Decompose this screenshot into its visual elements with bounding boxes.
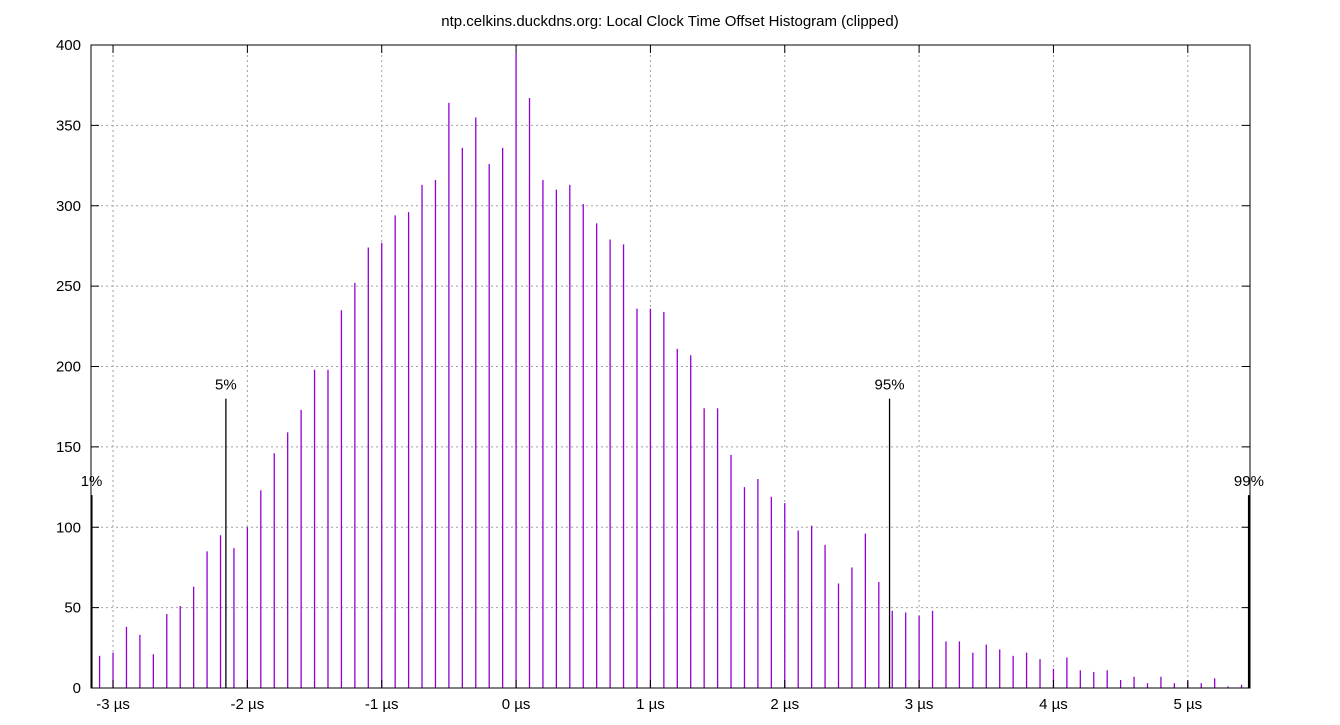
y-tick-label: 150 <box>56 439 81 456</box>
y-tick-label: 300 <box>56 198 81 215</box>
grid <box>91 45 1250 688</box>
x-tick-label: -3 µs <box>96 696 130 713</box>
percentile-markers: 1% 5% 95% 99% <box>81 377 1264 688</box>
x-tick-label: -1 µs <box>365 696 399 713</box>
percentile-label: 95% <box>875 377 905 394</box>
y-tick-label: 100 <box>56 519 81 536</box>
percentile-label: 1% <box>81 473 103 490</box>
x-tick-label: 1 µs <box>636 696 665 713</box>
x-tick-label: -2 µs <box>231 696 265 713</box>
percentile-label: 5% <box>215 377 237 394</box>
y-tick-label: 0 <box>73 680 81 697</box>
bars <box>98 53 1243 688</box>
y-tick-label: 250 <box>56 278 81 295</box>
x-tick-label: 5 µs <box>1173 696 1202 713</box>
y-tick-label: 350 <box>56 117 81 134</box>
y-tick-label: 50 <box>64 600 81 617</box>
x-tick-label: 4 µs <box>1039 696 1068 713</box>
y-tick-label: 400 <box>56 37 81 54</box>
chart-title: ntp.celkins.duckdns.org: Local Clock Tim… <box>441 13 898 30</box>
axes: 0 50 100 150 200 250 300 350 400 -3 µs -2 µs -1 µs 0… <box>56 37 1250 713</box>
y-tick-label: 200 <box>56 359 81 376</box>
x-tick-label: 0 µs <box>502 696 531 713</box>
percentile-label: 99% <box>1234 473 1264 490</box>
x-tick-label: 2 µs <box>770 696 799 713</box>
x-tick-label: 3 µs <box>905 696 934 713</box>
